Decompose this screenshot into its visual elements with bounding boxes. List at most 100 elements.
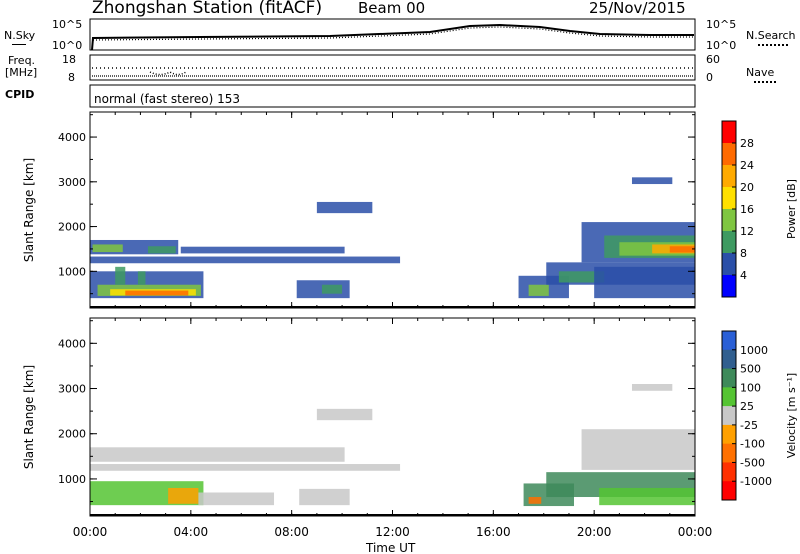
freq-label: Freq. — [8, 54, 36, 67]
freq-excursion — [149, 71, 187, 76]
velocity-colorbar-swatch — [722, 349, 736, 370]
noise-left-tick-top: 10^5 — [52, 18, 82, 31]
noise-right-tick-top: 10^5 — [706, 18, 736, 31]
velocity-data-region — [528, 497, 542, 504]
power-colorbar-swatch — [722, 253, 736, 276]
velocity-colorbar-swatch — [722, 481, 736, 501]
velocity-colorbar-tick-label: 1000 — [740, 344, 768, 357]
power-colorbar-tick-label: 28 — [740, 137, 754, 150]
velocity-data-region — [198, 492, 275, 506]
velocity-data-region — [90, 447, 345, 462]
nave-legend-line — [754, 81, 776, 83]
time-tick-label: 00:00 — [678, 525, 713, 539]
power-y-tick-label: 3000 — [58, 176, 86, 189]
velocity-colorbar-tick-label: -500 — [740, 456, 765, 469]
nave-right-tick-bottom: 0 — [706, 71, 713, 84]
velocity-data-region — [316, 408, 373, 421]
velocity-colorbar-tick-label: -1000 — [740, 475, 772, 488]
velocity-colorbar-frame — [721, 330, 737, 501]
power-colorbar-tick-label: 12 — [740, 225, 754, 238]
velocity-colorbar-swatch — [722, 406, 736, 426]
time-tick-label: 12:00 — [375, 525, 410, 539]
power-colorbar-swatch — [722, 121, 736, 144]
power-data-region — [321, 284, 343, 294]
power-colorbar-tick-label: 20 — [740, 181, 754, 194]
power-data-region — [594, 266, 695, 299]
power-colorbar-swatch — [722, 143, 736, 166]
velocity-data-region — [599, 487, 695, 506]
velocity-y-axis-label: Slant Range [km] — [22, 365, 36, 469]
velocity-y-tick-label: 2000 — [58, 428, 86, 441]
power-data-region — [558, 271, 605, 283]
power-data-region — [125, 290, 189, 296]
velocity-data-region — [581, 429, 695, 470]
freq-left-tick-top: 18 — [62, 53, 76, 66]
velocity-colorbar-swatch — [722, 368, 736, 388]
power-data-region — [631, 177, 673, 185]
power-data-region — [669, 246, 695, 253]
noise-sky-legend-line — [12, 44, 26, 45]
power-colorbar-swatch — [722, 165, 736, 188]
power-y-tick-label: 4000 — [58, 131, 86, 144]
power-colorbar-swatch — [722, 209, 736, 232]
power-data-region — [137, 271, 146, 285]
velocity-colorbar-swatch — [722, 387, 736, 407]
velocity-colorbar-swatch — [722, 331, 736, 351]
velocity-colorbar-swatch — [722, 462, 736, 482]
freq-left-tick-bottom: 8 — [68, 71, 75, 84]
noise-search-legend-line — [758, 44, 788, 46]
cpid-panel: normal (fast stereo) 153 — [89, 84, 696, 108]
power-data-region — [316, 201, 373, 214]
plot-title: Zhongshan Station (fitACF) — [92, 0, 323, 18]
time-tick-label: 04:00 — [174, 525, 209, 539]
velocity-colorbar-swatch — [722, 443, 736, 463]
velocity-colorbar-tick-label: 100 — [740, 381, 761, 394]
noise-panel: 10^5 10^0 10^5 10^0 — [52, 18, 736, 52]
date-label: 25/Nov/2015 — [589, 0, 686, 17]
velocity-colorbar-tick-label: 25 — [740, 400, 754, 413]
velocity-y-tick-label: 1000 — [58, 473, 86, 486]
power-data-region — [92, 244, 123, 253]
velocity-data-region — [299, 488, 350, 506]
power-colorbar-tick-label: 8 — [740, 247, 747, 260]
power-colorbar-tick-label: 4 — [740, 269, 747, 282]
velocity-data-region — [168, 487, 199, 504]
power-colorbar-label: Power [dB] — [785, 179, 798, 239]
freq-panel: 18 8 60 0 — [62, 53, 720, 84]
power-data-region — [528, 284, 549, 296]
power-colorbar-tick-label: 16 — [740, 203, 754, 216]
cpid-label: CPID — [5, 88, 35, 101]
power-data-region — [115, 266, 126, 285]
velocity-data-region — [90, 464, 401, 471]
noise-sky-label: N.Sky — [4, 29, 36, 42]
power-y-tick-label: 1000 — [58, 265, 86, 278]
noise-sky-line — [91, 23, 694, 51]
noise-right-tick-bottom: 10^0 — [706, 39, 736, 52]
velocity-colorbar-swatch — [722, 424, 736, 445]
velocity-colorbar-tick-label: -100 — [740, 438, 765, 451]
time-tick-label: 00:00 — [73, 525, 108, 539]
freq-unit-label: [MHz] — [5, 66, 38, 79]
time-axis-label: Time UT — [365, 541, 416, 554]
power-data-region — [180, 246, 345, 254]
velocity-colorbar-tick-label: -25 — [740, 419, 758, 432]
nave-right-tick-top: 60 — [706, 53, 720, 66]
power-colorbar-swatch — [722, 231, 736, 254]
velocity-colorbar-tick-label: 500 — [740, 363, 761, 376]
noise-left-tick-bottom: 10^0 — [52, 39, 82, 52]
cpid-text: normal (fast stereo) 153 — [94, 92, 240, 106]
beam-label: Beam 00 — [358, 0, 426, 17]
velocity-panel: 1000 2000 3000 4000 Slant Range [km] 1000 500 1… — [22, 317, 798, 539]
nave-label: Nave — [746, 66, 775, 79]
power-data-region — [147, 246, 176, 254]
time-tick-label: 08:00 — [274, 525, 309, 539]
time-tick-label: 16:00 — [476, 525, 511, 539]
power-colorbar-swatch — [722, 187, 736, 210]
power-y-tick-label: 2000 — [58, 221, 86, 234]
velocity-y-tick-label: 4000 — [58, 337, 86, 350]
power-colorbar-tick-label: 24 — [740, 159, 754, 172]
velocity-y-tick-label: 3000 — [58, 383, 86, 396]
time-tick-label: 20:00 — [577, 525, 612, 539]
power-data-region — [90, 256, 401, 264]
